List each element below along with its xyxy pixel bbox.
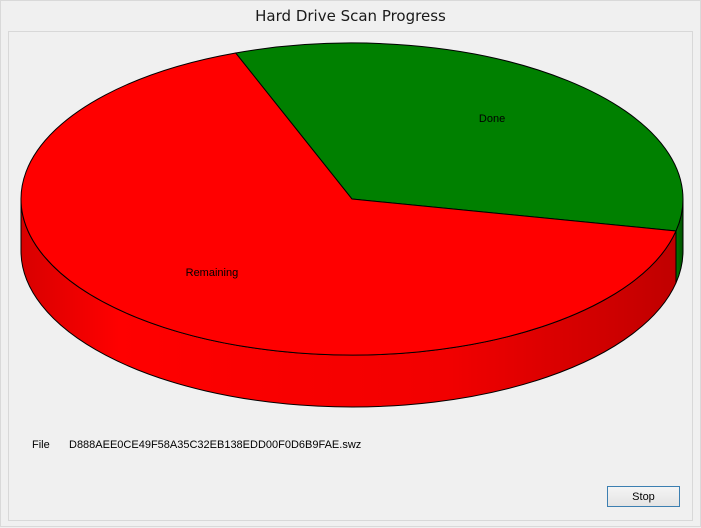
window-title: Hard Drive Scan Progress bbox=[255, 7, 446, 25]
current-file-name: D888AEE0CE49F58A35C32EB138EDD00F0D6B9FAE… bbox=[69, 439, 362, 451]
file-label: File bbox=[32, 439, 50, 451]
pie-labels: Done Remaining bbox=[186, 113, 506, 279]
pie-top-faces bbox=[20, 42, 684, 356]
pie-slice-remaining bbox=[20, 52, 677, 356]
pie-slice-done bbox=[234, 42, 684, 232]
pie-label-remaining: Remaining bbox=[186, 267, 239, 279]
pie-label-done: Done bbox=[479, 113, 505, 125]
stop-button[interactable]: Stop bbox=[607, 486, 680, 507]
